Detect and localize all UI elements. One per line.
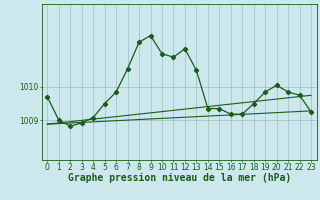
X-axis label: Graphe pression niveau de la mer (hPa): Graphe pression niveau de la mer (hPa) — [68, 173, 291, 183]
